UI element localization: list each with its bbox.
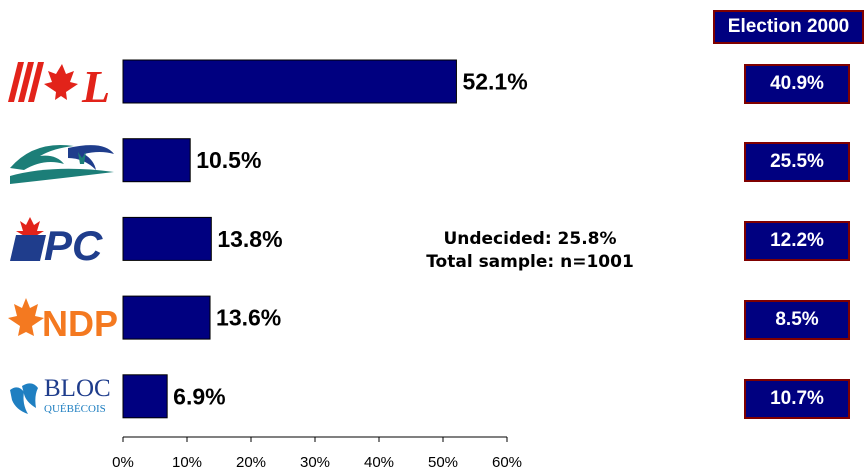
election-value-liberal: 40.9%	[744, 64, 850, 104]
bar-value-label: 13.8%	[217, 226, 282, 252]
svg-text:L: L	[81, 61, 110, 108]
svg-text:PC: PC	[44, 222, 103, 265]
election-2000-header: Election 2000	[713, 10, 864, 44]
x-tick-label: 50%	[428, 454, 458, 471]
ndp-logo: NDP	[4, 292, 118, 344]
liberal-logo: L	[4, 56, 118, 112]
svg-text:BLOC: BLOC	[44, 375, 111, 402]
pc-logo: PC	[4, 213, 118, 269]
total-sample-text: Total sample: n=1001	[426, 252, 634, 272]
bar-value-label: 6.9%	[173, 383, 225, 409]
x-tick-label: 0%	[112, 454, 134, 471]
bar-ndp	[122, 295, 211, 340]
sample-note: Undecided: 25.8% Total sample: n=1001	[380, 228, 680, 274]
election-value-ndp: 8.5%	[744, 300, 850, 340]
canadian-alliance-logo	[4, 134, 118, 186]
x-tick-label: 30%	[300, 454, 330, 471]
bar-liberal	[122, 59, 457, 104]
bar-bloc-qu-b-cois	[122, 374, 168, 419]
x-tick-label: 10%	[172, 454, 202, 471]
svg-text:QUÉBÉCOIS: QUÉBÉCOIS	[44, 403, 106, 415]
election-value-bloc: 10.7%	[744, 379, 850, 419]
bar-value-label: 10.5%	[196, 147, 261, 173]
x-tick-label: 40%	[364, 454, 394, 471]
undecided-text: Undecided: 25.8%	[443, 229, 617, 249]
bar-canadian-alliance	[122, 138, 191, 183]
bar-pc	[122, 216, 212, 261]
bar-value-label: 52.1%	[462, 69, 527, 95]
x-tick-label: 20%	[236, 454, 266, 471]
svg-text:NDP: NDP	[42, 303, 118, 344]
election-value-pc: 12.2%	[744, 221, 850, 261]
bar-value-label: 13.6%	[216, 305, 281, 331]
x-tick-label: 60%	[492, 454, 522, 471]
bloc-quebecois-logo: BLOC QUÉBÉCOIS	[4, 370, 118, 422]
election-value-alliance: 25.5%	[744, 142, 850, 182]
